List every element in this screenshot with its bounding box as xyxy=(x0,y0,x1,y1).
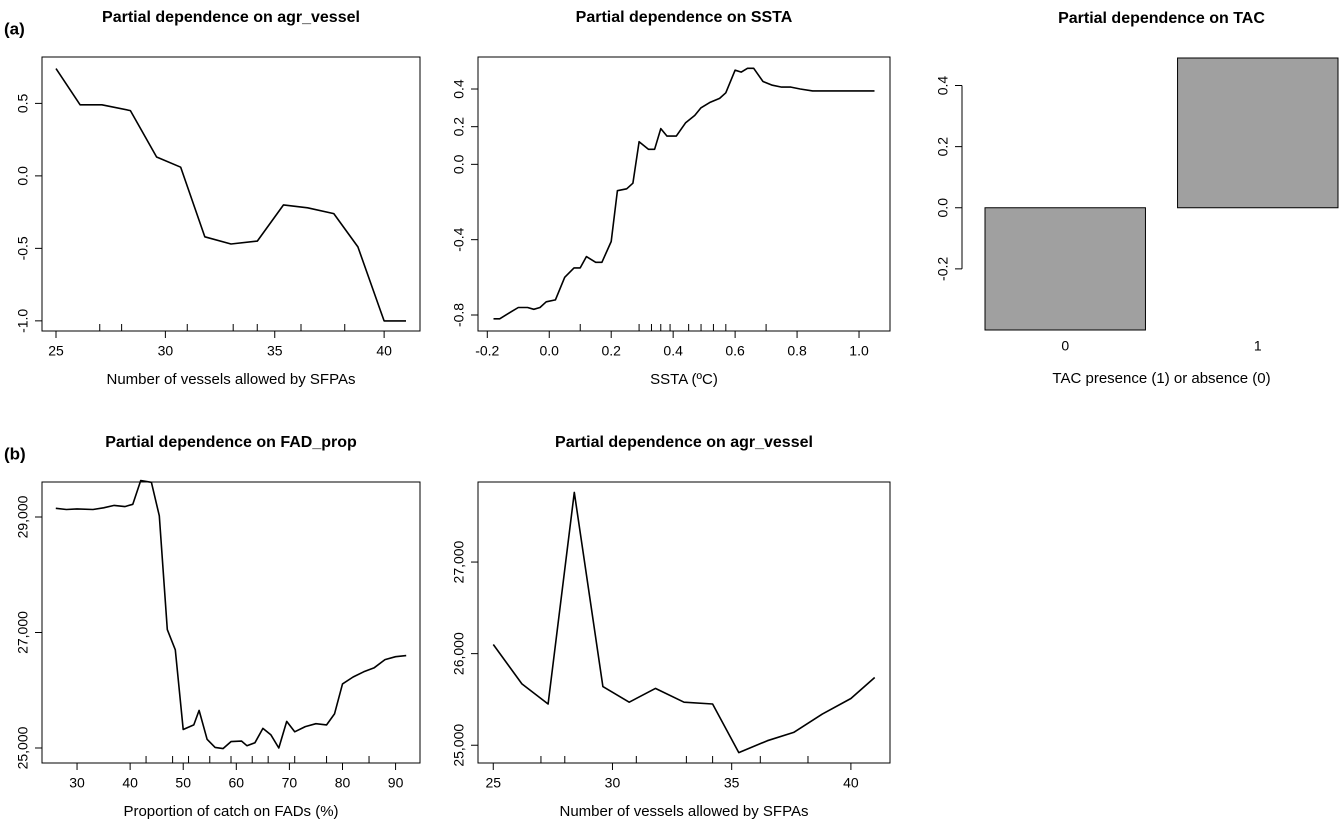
x-tick-label: 80 xyxy=(335,775,351,791)
y-tick-label: -0.5 xyxy=(15,236,31,260)
x-tick-label: 70 xyxy=(282,775,298,791)
y-tick-label: 27,000 xyxy=(15,611,31,654)
bar xyxy=(984,207,1146,331)
x-tick-label: 40 xyxy=(843,775,859,791)
y-tick-label: 29,000 xyxy=(15,495,31,538)
y-tick-label: 0.0 xyxy=(935,198,951,218)
x-tick-label: 50 xyxy=(175,775,191,791)
x-tick-label: 0.0 xyxy=(540,343,560,359)
pd-line xyxy=(55,479,407,750)
y-tick-label: 0.0 xyxy=(451,154,467,174)
y-tick-label: 0.5 xyxy=(15,93,31,113)
plot-box xyxy=(477,481,891,764)
chart-title: Partial dependence on FAD_prop xyxy=(105,434,357,451)
pd-line xyxy=(493,67,875,320)
y-tick-label: 25,000 xyxy=(15,726,31,769)
x-tick-label: 30 xyxy=(69,775,85,791)
plot-box xyxy=(477,56,891,332)
x-tick-label: 30 xyxy=(605,775,621,791)
chart-title: Partial dependence on agr_vessel xyxy=(102,9,360,26)
y-tick-label: 26,000 xyxy=(451,632,467,675)
x-tick-label: 0 xyxy=(1061,338,1069,354)
x-tick-label: 0.6 xyxy=(725,343,745,359)
panel-label: (b) xyxy=(4,444,26,463)
x-tick-label: 1 xyxy=(1254,338,1262,354)
y-tick-label: -0.2 xyxy=(935,257,951,281)
y-tick-label: 0.2 xyxy=(935,137,951,157)
x-tick-label: -0.2 xyxy=(475,343,499,359)
x-axis-label: Number of vessels allowed by SFPAs xyxy=(560,803,809,820)
x-tick-label: 0.4 xyxy=(663,343,683,359)
y-tick-label: 0.2 xyxy=(451,117,467,137)
y-tick-label: 0.4 xyxy=(935,76,951,96)
x-tick-label: 25 xyxy=(485,775,501,791)
y-tick-label: -0.8 xyxy=(451,303,467,327)
plot-box xyxy=(41,56,421,332)
x-tick-label: 35 xyxy=(724,775,740,791)
x-tick-label: 90 xyxy=(388,775,404,791)
x-tick-label: 1.0 xyxy=(849,343,869,359)
x-tick-label: 40 xyxy=(122,775,138,791)
chart-title: Partial dependence on TAC xyxy=(1058,10,1265,27)
x-axis-label: TAC presence (1) or absence (0) xyxy=(1052,370,1270,387)
x-tick-label: 60 xyxy=(229,775,245,791)
x-tick-label: 35 xyxy=(267,343,283,359)
x-axis-label: SSTA (ºC) xyxy=(650,371,718,388)
x-tick-label: 30 xyxy=(158,343,174,359)
panel-label: (a) xyxy=(4,19,25,38)
y-tick-label: -0.4 xyxy=(451,227,467,251)
y-tick-label: 27,000 xyxy=(451,540,467,583)
x-tick-label: 0.2 xyxy=(601,343,621,359)
x-tick-label: 40 xyxy=(376,343,392,359)
y-tick-label: 0.0 xyxy=(15,166,31,186)
y-tick-label: 25,000 xyxy=(451,724,467,767)
y-tick-label: -1.0 xyxy=(15,309,31,333)
x-tick-label: 25 xyxy=(48,343,64,359)
chart-title: Partial dependence on SSTA xyxy=(576,9,793,26)
x-axis-label: Proportion of catch on FADs (%) xyxy=(123,803,338,820)
pd-line xyxy=(492,491,876,754)
x-tick-label: 0.8 xyxy=(787,343,807,359)
x-axis-label: Number of vessels allowed by SFPAs xyxy=(107,371,356,388)
plot-box xyxy=(41,481,421,764)
y-tick-label: 0.4 xyxy=(451,79,467,99)
bar xyxy=(1177,57,1339,209)
chart-title: Partial dependence on agr_vessel xyxy=(555,434,813,451)
pd-line xyxy=(55,68,406,322)
